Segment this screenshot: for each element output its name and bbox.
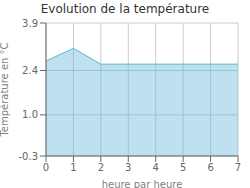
svg-text:3.9: 3.9	[22, 18, 38, 29]
svg-text:1.0: 1.0	[22, 109, 38, 120]
svg-text:2.4: 2.4	[22, 65, 38, 76]
svg-text:-0.3: -0.3	[18, 151, 38, 162]
svg-text:6: 6	[207, 162, 213, 173]
html-text:Evolution de la température: Evolution de la température	[40, 2, 210, 16]
svg-text:5: 5	[180, 162, 186, 173]
svg-text:1: 1	[70, 162, 76, 173]
svg-text:2: 2	[98, 162, 104, 173]
svg-text:Température en °C: Température en °C	[8, 42, 10, 137]
svg-text:heure par heure: heure par heure	[102, 179, 183, 188]
svg-text:4: 4	[153, 162, 159, 173]
svg-text:0: 0	[43, 162, 49, 173]
svg-text:3: 3	[125, 162, 131, 173]
svg-text:7: 7	[235, 162, 241, 173]
